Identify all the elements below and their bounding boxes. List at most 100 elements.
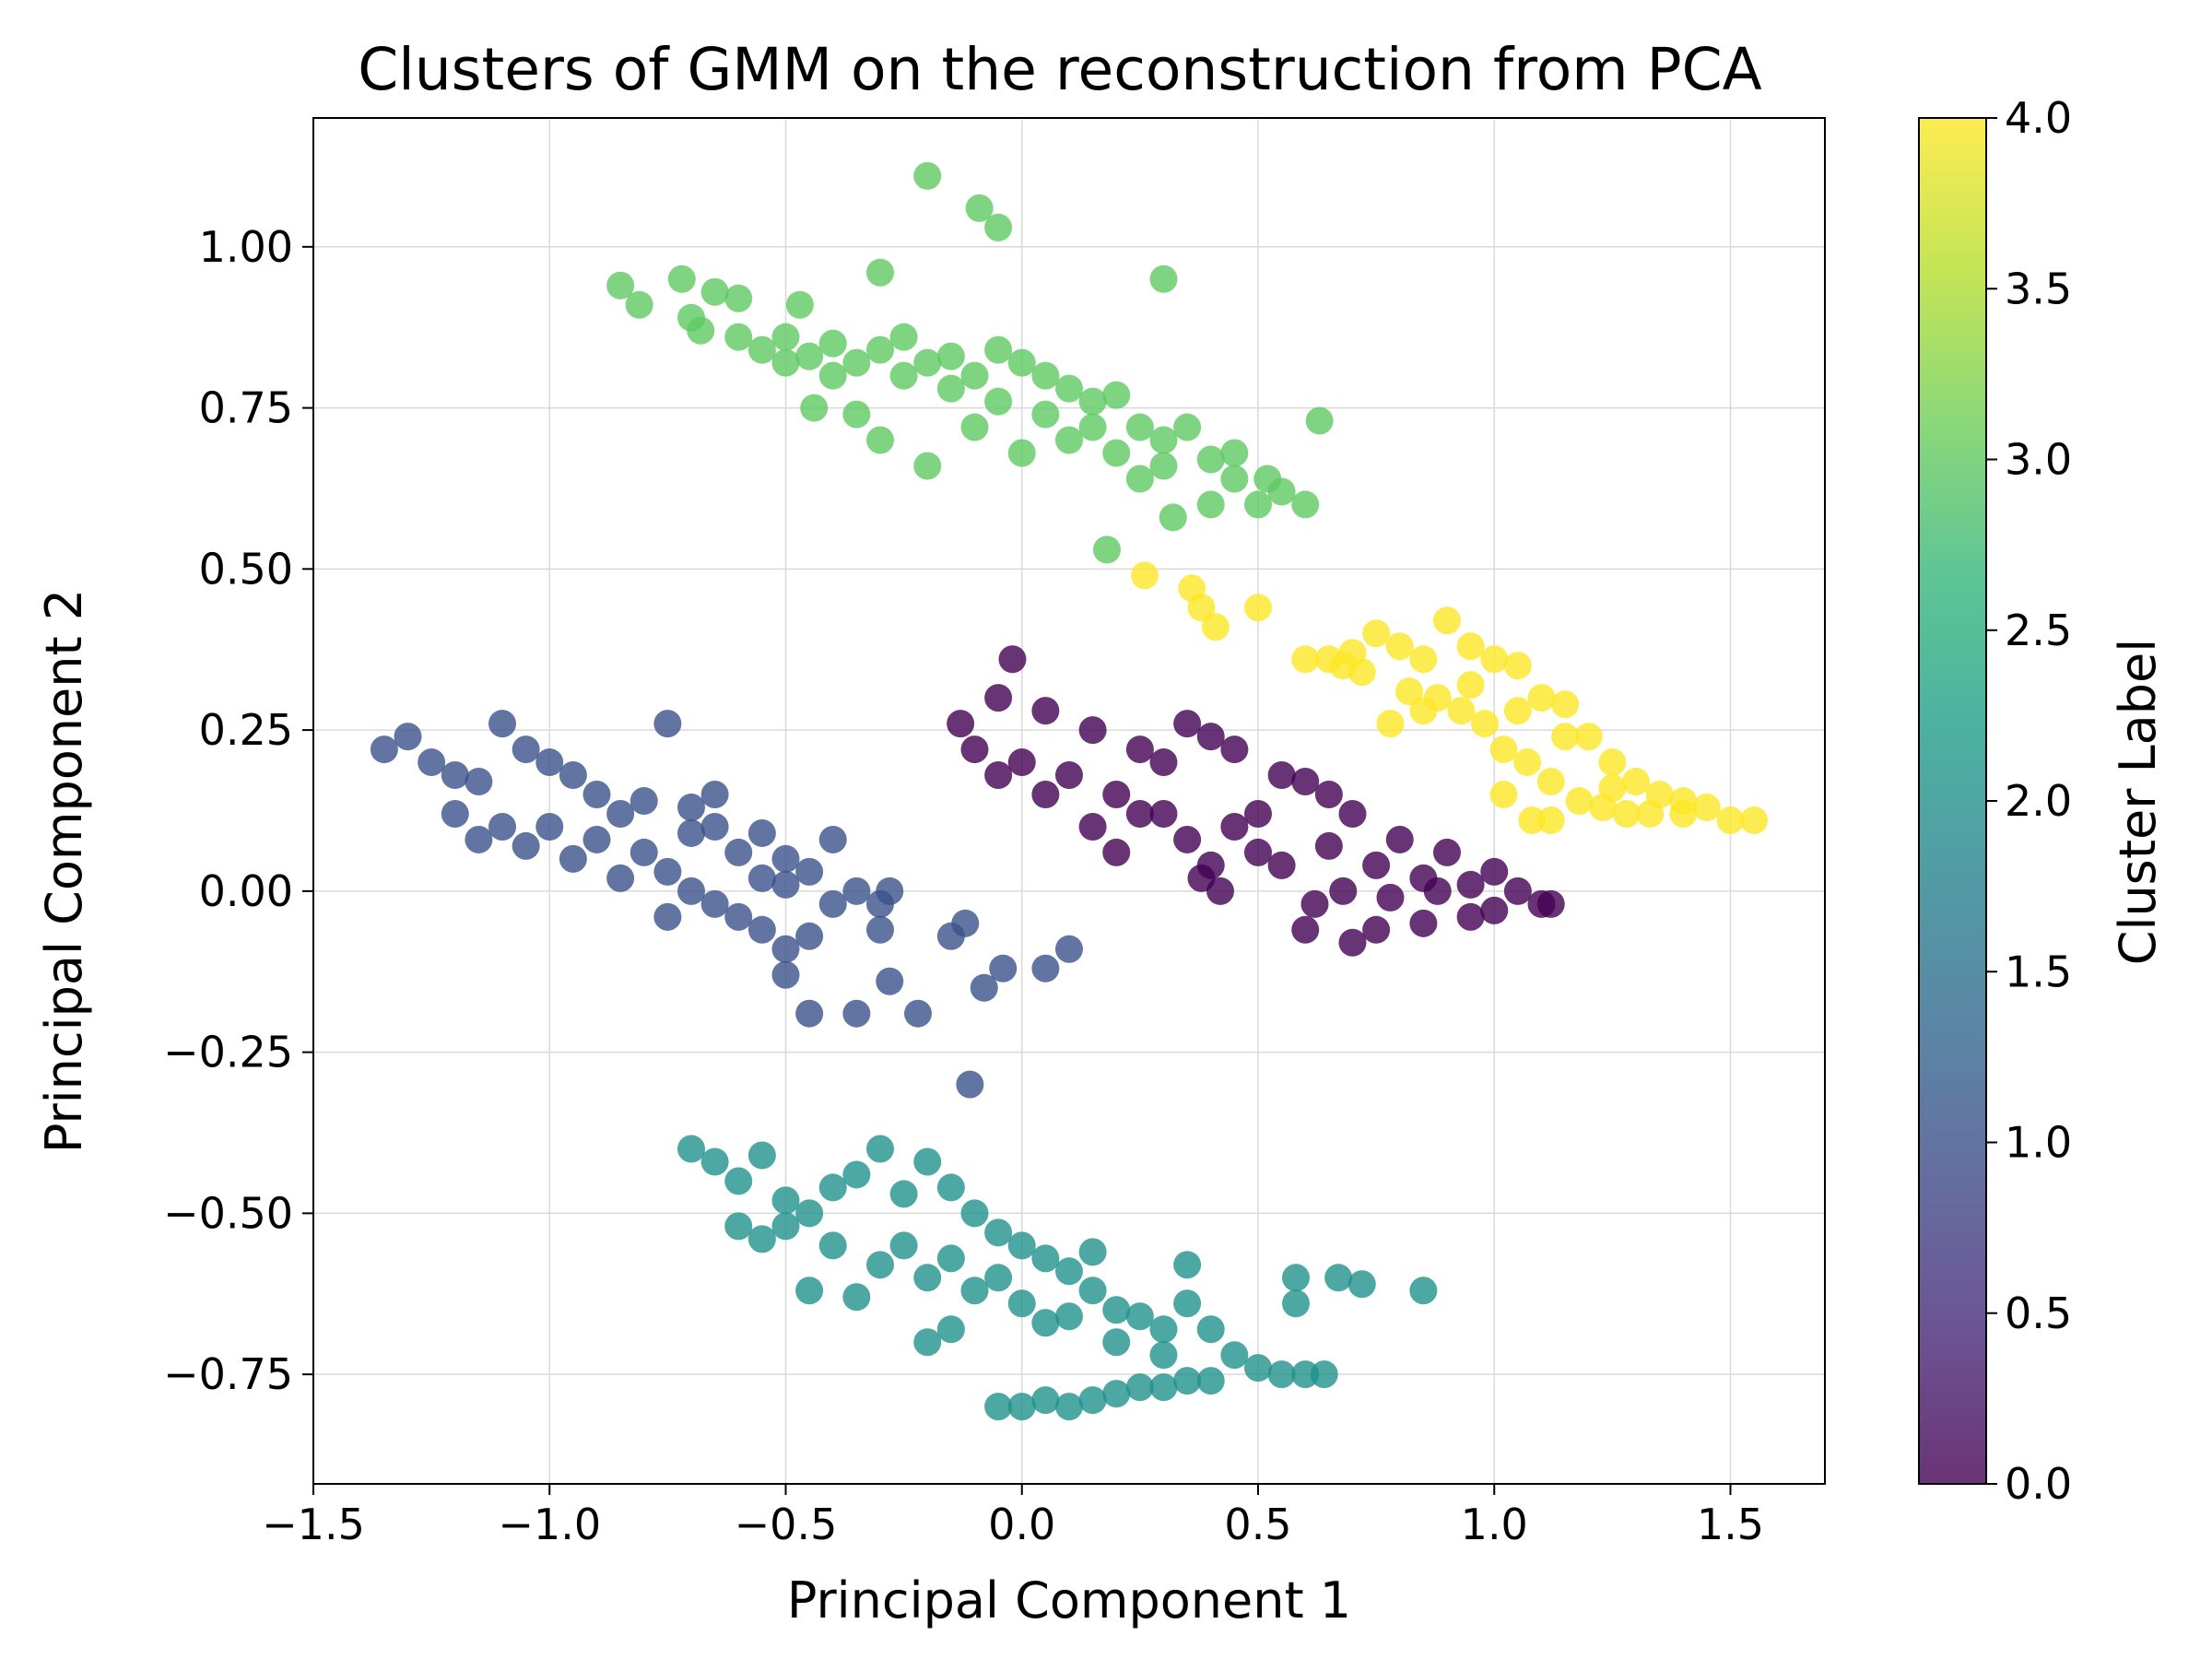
data-point-cluster-4 bbox=[1612, 799, 1641, 828]
data-point-cluster-1 bbox=[677, 877, 705, 905]
data-point-cluster-0 bbox=[1173, 710, 1202, 738]
data-point-cluster-0 bbox=[1244, 838, 1272, 866]
data-point-cluster-0 bbox=[1456, 870, 1485, 899]
data-point-cluster-1 bbox=[795, 857, 824, 886]
data-point-cluster-1 bbox=[488, 710, 516, 738]
data-point-cluster-0 bbox=[1314, 781, 1343, 809]
data-point-cluster-3 bbox=[842, 400, 871, 429]
data-point-cluster-2 bbox=[960, 1199, 989, 1228]
data-point-cluster-1 bbox=[795, 999, 824, 1028]
data-point-cluster-2 bbox=[1220, 1341, 1249, 1370]
data-point-cluster-1 bbox=[876, 877, 904, 905]
data-point-cluster-1 bbox=[724, 902, 753, 931]
data-point-cluster-3 bbox=[800, 394, 829, 422]
x-tick-label: 1.0 bbox=[1461, 1500, 1528, 1549]
data-point-cluster-2 bbox=[842, 1283, 871, 1312]
data-point-cluster-2 bbox=[1031, 1309, 1060, 1337]
data-point-cluster-3 bbox=[984, 387, 1013, 416]
data-point-cluster-0 bbox=[1433, 838, 1461, 866]
data-point-cluster-2 bbox=[960, 1277, 989, 1305]
x-tick-label: −1.0 bbox=[498, 1500, 601, 1549]
data-point-cluster-2 bbox=[1125, 1302, 1154, 1331]
data-point-cluster-3 bbox=[795, 342, 824, 371]
colorbar-tick-label: 4.0 bbox=[2005, 93, 2072, 143]
data-point-cluster-0 bbox=[1338, 928, 1367, 957]
data-point-cluster-4 bbox=[1513, 748, 1542, 777]
data-point-cluster-0 bbox=[1173, 825, 1202, 853]
y-axis-ticks: −0.75 −0.50 −0.25 0.00 0.25 0.50 0.75 1.00 bbox=[163, 222, 313, 1399]
data-point-cluster-1 bbox=[1055, 935, 1083, 963]
y-tick-label: −0.75 bbox=[163, 1349, 293, 1399]
data-point-cluster-3 bbox=[1173, 413, 1202, 441]
y-tick-label: −0.25 bbox=[163, 1028, 293, 1077]
data-point-cluster-2 bbox=[1291, 1360, 1320, 1389]
data-point-cluster-1 bbox=[771, 844, 800, 873]
data-point-cluster-2 bbox=[747, 1225, 776, 1253]
data-point-cluster-0 bbox=[1423, 877, 1452, 905]
data-point-cluster-0 bbox=[984, 684, 1013, 712]
data-point-cluster-1 bbox=[866, 915, 894, 944]
data-point-cluster-3 bbox=[913, 452, 942, 480]
data-point-cluster-1 bbox=[956, 1070, 984, 1099]
data-point-cluster-4 bbox=[1489, 735, 1518, 764]
data-point-cluster-3 bbox=[1078, 413, 1107, 441]
colorbar-tick-label: 0.5 bbox=[2005, 1288, 2072, 1338]
chart-title: Clusters of GMM on the reconstruction fr… bbox=[358, 36, 1761, 103]
data-point-cluster-2 bbox=[771, 1212, 800, 1241]
plot-frame bbox=[312, 117, 1826, 1485]
data-point-cluster-4 bbox=[1187, 594, 1216, 622]
data-point-cluster-0 bbox=[1149, 799, 1178, 828]
data-point-cluster-0 bbox=[1376, 883, 1405, 912]
data-point-cluster-2 bbox=[1267, 1360, 1296, 1389]
data-point-cluster-2 bbox=[913, 1264, 942, 1292]
data-point-cluster-2 bbox=[818, 1173, 847, 1202]
data-point-cluster-1 bbox=[512, 831, 540, 860]
data-point-cluster-3 bbox=[1093, 535, 1121, 564]
colorbar bbox=[1918, 117, 1987, 1485]
data-point-cluster-3 bbox=[785, 290, 814, 319]
data-point-cluster-1 bbox=[653, 902, 682, 931]
data-point-cluster-4 bbox=[1740, 806, 1769, 834]
data-point-cluster-0 bbox=[1385, 825, 1414, 853]
data-point-cluster-4 bbox=[1244, 594, 1272, 622]
data-point-cluster-3 bbox=[724, 323, 753, 351]
data-point-cluster-0 bbox=[1102, 781, 1131, 809]
data-point-cluster-0 bbox=[984, 761, 1013, 790]
data-point-cluster-4 bbox=[1716, 806, 1745, 834]
data-point-cluster-2 bbox=[936, 1244, 965, 1273]
data-point-cluster-3 bbox=[1196, 490, 1225, 519]
data-point-cluster-2 bbox=[889, 1231, 918, 1260]
data-point-cluster-1 bbox=[1031, 954, 1060, 982]
x-axis-label: Principal Component 1 bbox=[787, 1571, 1351, 1630]
data-point-cluster-3 bbox=[1055, 374, 1083, 403]
data-point-cluster-1 bbox=[582, 781, 611, 809]
data-point-cluster-0 bbox=[1291, 768, 1320, 796]
data-point-cluster-3 bbox=[936, 342, 965, 371]
data-point-cluster-1 bbox=[771, 935, 800, 963]
data-point-cluster-3 bbox=[842, 348, 871, 377]
data-point-cluster-1 bbox=[795, 922, 824, 950]
data-point-cluster-1 bbox=[629, 787, 658, 815]
data-point-cluster-3 bbox=[747, 335, 776, 364]
data-point-cluster-4 bbox=[1636, 799, 1665, 828]
data-point-cluster-1 bbox=[535, 748, 564, 777]
data-point-cluster-0 bbox=[1031, 697, 1060, 725]
data-point-cluster-2 bbox=[1282, 1289, 1310, 1318]
data-point-cluster-3 bbox=[1291, 490, 1320, 519]
data-point-cluster-0 bbox=[1362, 915, 1391, 944]
data-point-cluster-3 bbox=[984, 213, 1013, 241]
data-point-cluster-2 bbox=[1149, 1341, 1178, 1370]
data-point-cluster-4 bbox=[1598, 774, 1627, 803]
data-point-cluster-2 bbox=[795, 1199, 824, 1228]
data-point-cluster-3 bbox=[1125, 413, 1154, 441]
data-point-cluster-1 bbox=[465, 768, 493, 796]
data-point-cluster-0 bbox=[1220, 735, 1249, 764]
data-point-cluster-2 bbox=[936, 1315, 965, 1344]
data-point-cluster-4 bbox=[1471, 710, 1499, 738]
data-point-cluster-1 bbox=[653, 710, 682, 738]
data-point-cluster-0 bbox=[1031, 781, 1060, 809]
data-point-cluster-2 bbox=[1324, 1264, 1353, 1292]
data-point-cluster-1 bbox=[370, 735, 398, 764]
y-tick-label: −0.50 bbox=[163, 1188, 293, 1238]
data-point-cluster-3 bbox=[606, 271, 635, 300]
